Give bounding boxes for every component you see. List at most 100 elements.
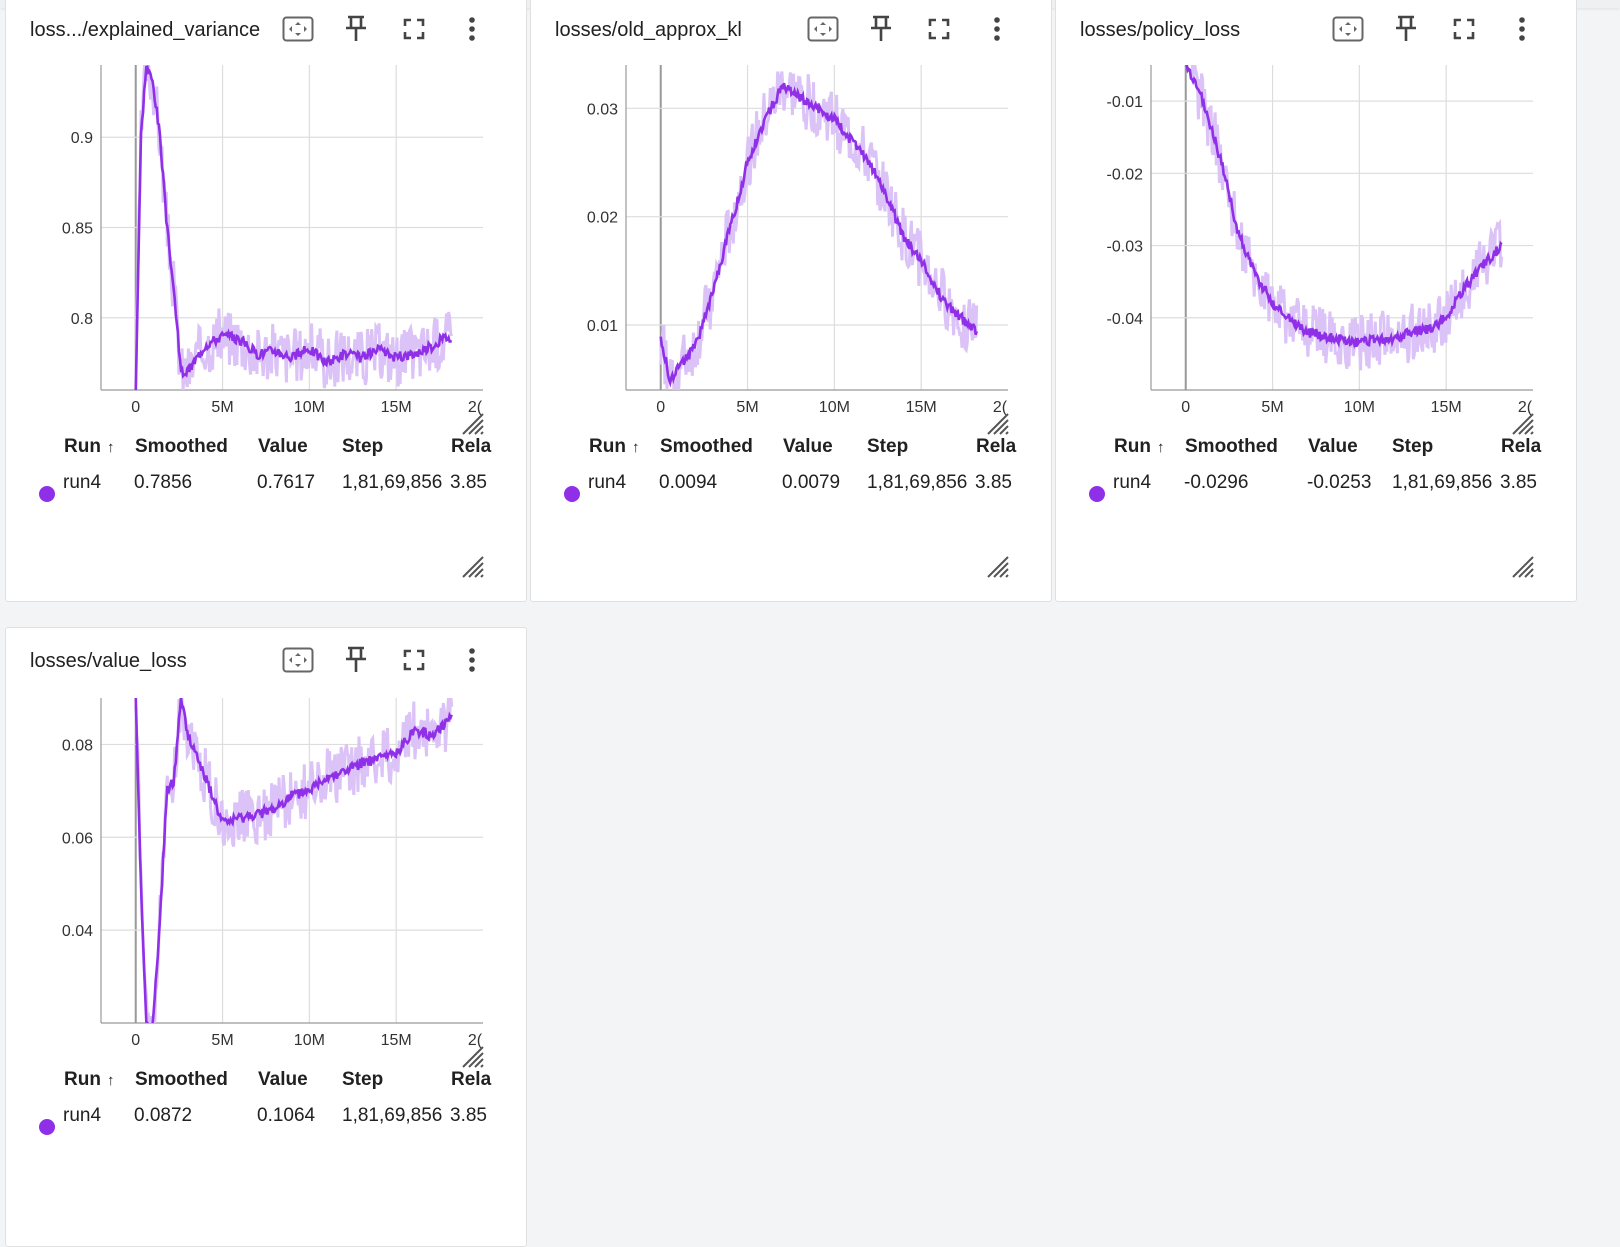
pin-icon bbox=[1394, 15, 1418, 48]
line-chart[interactable]: -0.01 -0.02 -0.03 -0.04 0 5M 10M 15M 2( bbox=[1056, 65, 1577, 445]
more-vert-button[interactable] bbox=[1504, 13, 1540, 49]
column-header-run[interactable]: Run ↑ bbox=[64, 1069, 114, 1091]
series-smoothed-line bbox=[134, 65, 453, 390]
line-chart[interactable]: 0.03 0.02 0.01 0 5M 10M 15M 2( bbox=[531, 65, 1052, 445]
y-tick-label: 0.02 bbox=[587, 210, 618, 227]
column-header-smoothed[interactable]: Smoothed bbox=[660, 436, 753, 458]
column-header-step[interactable]: Step bbox=[1392, 436, 1433, 458]
more-vert-button[interactable] bbox=[454, 13, 490, 49]
column-header-step[interactable]: Step bbox=[342, 1069, 383, 1091]
more-vert-icon bbox=[468, 16, 476, 47]
resize-icon[interactable] bbox=[986, 412, 1010, 436]
column-header-smoothed[interactable]: Smoothed bbox=[135, 436, 228, 458]
column-header-value[interactable]: Value bbox=[258, 436, 308, 458]
fullscreen-icon bbox=[402, 648, 426, 677]
column-header-relative[interactable]: Rela bbox=[1501, 436, 1541, 458]
column-header-value[interactable]: Value bbox=[783, 436, 833, 458]
resize-icon[interactable] bbox=[461, 412, 485, 436]
y-tick-label: 0.9 bbox=[71, 130, 93, 147]
fullscreen-icon bbox=[1452, 17, 1476, 46]
column-header-label: Step bbox=[1392, 436, 1434, 457]
series-raw-line bbox=[659, 71, 979, 390]
card-title: losses/policy_loss bbox=[1080, 19, 1241, 41]
cell-smoothed: -0.0296 bbox=[1184, 472, 1249, 493]
cell-smoothed: 0.0872 bbox=[134, 1105, 193, 1126]
x-tick-label: 5M bbox=[736, 399, 758, 416]
y-tick-label: 0.8 bbox=[71, 311, 93, 328]
cell-value: 0.7617 bbox=[257, 472, 316, 493]
line-chart[interactable]: 0.08 0.06 0.04 0 5M 10M 15M 2( bbox=[6, 698, 527, 1078]
card-title: loss.../explained_variance bbox=[30, 19, 261, 41]
column-header-value[interactable]: Value bbox=[1308, 436, 1358, 458]
more-vert-button[interactable] bbox=[454, 644, 490, 680]
fullscreen-icon bbox=[402, 17, 426, 46]
x-tick-label: 2( bbox=[468, 399, 483, 416]
series-raw-line bbox=[134, 698, 454, 1023]
pin-button[interactable] bbox=[1388, 13, 1424, 49]
more-vert-button[interactable] bbox=[979, 13, 1015, 49]
pin-button[interactable] bbox=[338, 13, 374, 49]
x-tick-label: 0 bbox=[1181, 399, 1190, 416]
pin-button[interactable] bbox=[863, 13, 899, 49]
column-header-run[interactable]: Run ↑ bbox=[64, 436, 114, 458]
column-header-relative[interactable]: Rela bbox=[976, 436, 1016, 458]
series-raw-line bbox=[134, 65, 454, 390]
resize-icon[interactable] bbox=[1511, 555, 1535, 579]
cell-step: 1,81,69,856 bbox=[867, 472, 968, 493]
y-tick-label: -0.02 bbox=[1107, 166, 1144, 183]
column-header-relative[interactable]: Rela bbox=[451, 1069, 491, 1091]
x-tick-label: 15M bbox=[1431, 399, 1462, 416]
resize-icon[interactable] bbox=[461, 1045, 485, 1069]
x-tick-label: 0 bbox=[131, 1032, 140, 1049]
sort-asc-icon: ↑ bbox=[631, 439, 640, 456]
fit-domain-button[interactable] bbox=[280, 644, 316, 680]
x-tick-label: 15M bbox=[381, 399, 412, 416]
column-header-smoothed[interactable]: Smoothed bbox=[135, 1069, 228, 1091]
fullscreen-button[interactable] bbox=[396, 644, 432, 680]
fit-domain-button[interactable] bbox=[805, 13, 841, 49]
column-header-relative[interactable]: Rela bbox=[451, 436, 491, 458]
y-tick-label: -0.04 bbox=[1107, 311, 1144, 328]
line-chart[interactable]: 0.9 0.85 0.8 0 5M 10M 15M 2( bbox=[6, 65, 527, 445]
y-tick-label: 0.08 bbox=[62, 737, 93, 754]
cell-smoothed: 0.7856 bbox=[134, 472, 193, 493]
y-tick-label: 0.01 bbox=[587, 318, 618, 335]
column-header-label: Value bbox=[1308, 436, 1358, 457]
y-tick-label: 0.04 bbox=[62, 923, 93, 940]
y-tick-label: -0.03 bbox=[1107, 239, 1144, 256]
column-header-run[interactable]: Run ↑ bbox=[589, 436, 639, 458]
pin-icon bbox=[869, 15, 893, 48]
fit-domain-button[interactable] bbox=[280, 13, 316, 49]
chart-card: losses/old_approx_kl 0.03 0.02 0.01 0 5M 10M 15… bbox=[530, 0, 1052, 602]
run-color-dot bbox=[1089, 486, 1105, 502]
resize-icon[interactable] bbox=[986, 555, 1010, 579]
pin-button[interactable] bbox=[338, 644, 374, 680]
column-header-run[interactable]: Run ↑ bbox=[1114, 436, 1164, 458]
series-smoothed-line bbox=[659, 82, 978, 388]
column-header-step[interactable]: Step bbox=[867, 436, 908, 458]
chart-card: losses/value_loss 0.08 0.06 0.04 0 5M 10M 15M 2(… bbox=[5, 627, 527, 1247]
column-header-value[interactable]: Value bbox=[258, 1069, 308, 1091]
column-header-smoothed[interactable]: Smoothed bbox=[1185, 436, 1278, 458]
x-tick-label: 2( bbox=[1518, 399, 1533, 416]
card-title: losses/value_loss bbox=[30, 650, 187, 672]
fullscreen-button[interactable] bbox=[1446, 13, 1482, 49]
fit-domain-icon bbox=[282, 16, 314, 47]
column-header-label: Smoothed bbox=[1185, 436, 1278, 457]
fullscreen-button[interactable] bbox=[396, 13, 432, 49]
cell-step: 1,81,69,856 bbox=[1392, 472, 1493, 493]
pin-icon bbox=[344, 646, 368, 679]
fit-domain-button[interactable] bbox=[1330, 13, 1366, 49]
cell-run: run4 bbox=[63, 1105, 102, 1126]
cell-value: 0.0079 bbox=[782, 472, 841, 493]
cell-relative: 3.85 bbox=[450, 1105, 487, 1126]
sort-asc-icon: ↑ bbox=[1156, 439, 1165, 456]
column-header-step[interactable]: Step bbox=[342, 436, 383, 458]
fullscreen-button[interactable] bbox=[921, 13, 957, 49]
cell-run: run4 bbox=[1113, 472, 1152, 493]
resize-icon[interactable] bbox=[1511, 412, 1535, 436]
cell-run: run4 bbox=[588, 472, 627, 493]
column-header-label: Run bbox=[1114, 436, 1151, 457]
cell-step: 1,81,69,856 bbox=[342, 472, 443, 493]
resize-icon[interactable] bbox=[461, 555, 485, 579]
